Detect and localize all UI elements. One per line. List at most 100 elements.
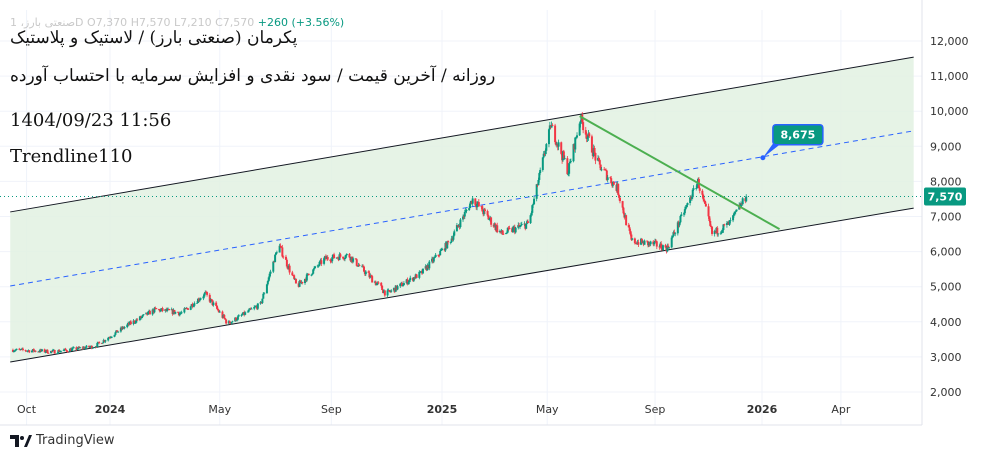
candle-body (368, 272, 371, 278)
candle-body (673, 232, 676, 234)
candle-body (275, 252, 278, 254)
x-tick-label: Oct (17, 403, 37, 416)
candle-body (88, 345, 91, 348)
candle-body (280, 246, 283, 248)
candle-body (514, 227, 517, 233)
candle-body (543, 153, 546, 155)
candle-body (450, 238, 453, 243)
candle-body (278, 245, 281, 253)
candle-body (383, 290, 386, 296)
last-price-label: 7,570 (928, 190, 963, 203)
candle-body (539, 169, 542, 174)
candle-body (568, 163, 571, 174)
candle-body (206, 292, 209, 295)
callout-box (772, 123, 824, 146)
candle-body (101, 342, 104, 344)
candle-body (342, 256, 345, 259)
candle-body (196, 298, 199, 303)
candle-body (153, 307, 156, 313)
candle-body (660, 243, 663, 249)
candle-body (261, 298, 264, 303)
candle-body (723, 224, 726, 226)
candle-body (399, 283, 402, 287)
candle-body (704, 200, 707, 204)
candle-body (338, 254, 341, 261)
candle-body (661, 245, 664, 251)
candle-body (490, 217, 493, 225)
candle-body (618, 197, 621, 202)
candle-body (244, 312, 247, 315)
candle-body (696, 183, 699, 189)
candle-body (456, 225, 459, 227)
candle-body (628, 227, 631, 231)
y-tick-label: 11,000 (930, 70, 969, 83)
candle-body (216, 305, 219, 309)
candle-body (597, 158, 600, 161)
candle-body (266, 281, 269, 285)
candle-body (212, 302, 215, 306)
candle-body (563, 158, 566, 160)
candle-body (646, 240, 649, 242)
candle-body (138, 316, 141, 320)
y-tick-label: 12,000 (930, 35, 969, 48)
candle-body (301, 281, 304, 284)
candle-body (265, 284, 268, 294)
candle-body (331, 257, 334, 262)
candle-body (354, 258, 357, 260)
candle-body (203, 293, 206, 297)
candle-body (633, 238, 636, 244)
candle-body (18, 348, 21, 350)
channel-upper-line (10, 56, 914, 213)
candle-body (147, 311, 150, 315)
candle-body (610, 178, 613, 184)
candle-body (501, 230, 504, 234)
candle-body (717, 233, 720, 235)
candle-body (707, 206, 710, 217)
candle-body (371, 276, 374, 283)
candle-body (599, 164, 602, 171)
candle-body (459, 219, 462, 228)
candle-body (256, 303, 259, 309)
candle-body (401, 282, 404, 287)
callout-label: 8,675 (780, 129, 815, 142)
candle-body (159, 309, 162, 312)
candle-body (526, 221, 529, 224)
candle-body (518, 225, 521, 227)
candle-body (50, 350, 53, 352)
candle-body (453, 231, 456, 236)
candle-body (293, 275, 296, 279)
x-tick-label: May (536, 403, 559, 416)
candle-body (578, 123, 581, 136)
candle-body (695, 188, 698, 189)
candle-body (415, 274, 418, 278)
candle-body (567, 173, 570, 175)
candle-body (189, 306, 192, 310)
candle-body (739, 203, 742, 208)
candle-body (369, 275, 372, 278)
candle-body (537, 179, 540, 186)
candle-body (449, 242, 452, 243)
candle-body (728, 220, 731, 225)
candle-body (40, 349, 43, 352)
candle-body (288, 265, 291, 273)
candle-body (279, 245, 282, 247)
candle-body (452, 235, 455, 240)
candle-body (702, 194, 705, 200)
candle-body (488, 219, 491, 221)
candle-body (649, 241, 652, 245)
callout-pointer (762, 143, 781, 158)
candle-body (579, 121, 582, 124)
candle-body (562, 151, 565, 159)
low-value: L7,210 (173, 16, 212, 29)
candle-body (237, 315, 240, 317)
candle-body (269, 271, 272, 274)
candle-body (224, 318, 227, 320)
candle-body (380, 282, 383, 286)
candle-body (388, 290, 391, 292)
tradingview-logo[interactable]: TradingView (10, 433, 115, 448)
candle-body (531, 205, 534, 213)
candle-body (367, 271, 370, 273)
candle-body (412, 277, 415, 281)
candle-body (330, 261, 333, 262)
